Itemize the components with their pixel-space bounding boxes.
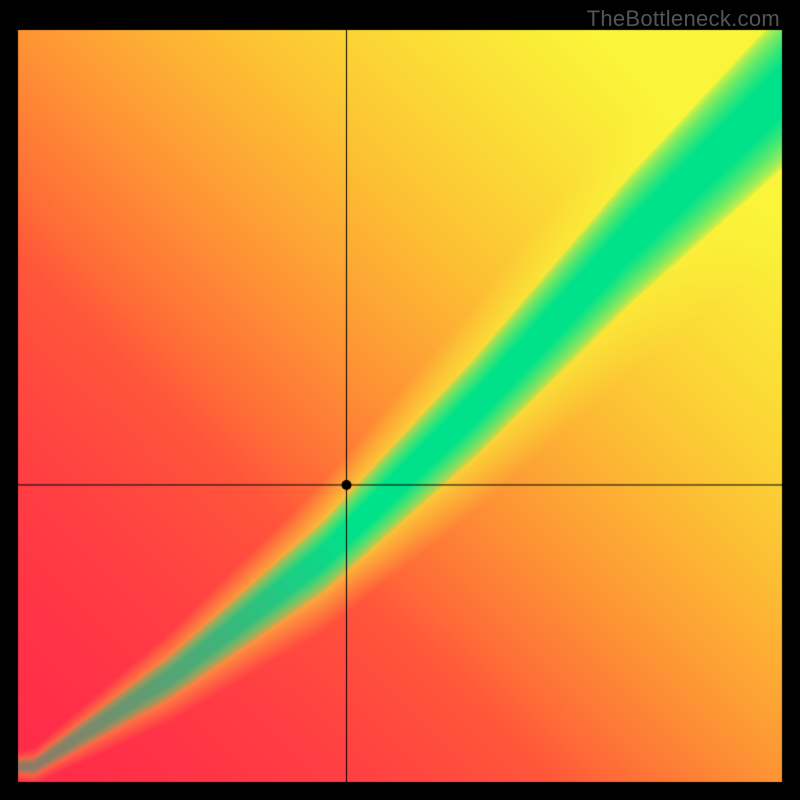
watermark-label: TheBottleneck.com [587, 6, 780, 32]
chart-container: TheBottleneck.com [0, 0, 800, 800]
bottleneck-heatmap-canvas [0, 0, 800, 800]
